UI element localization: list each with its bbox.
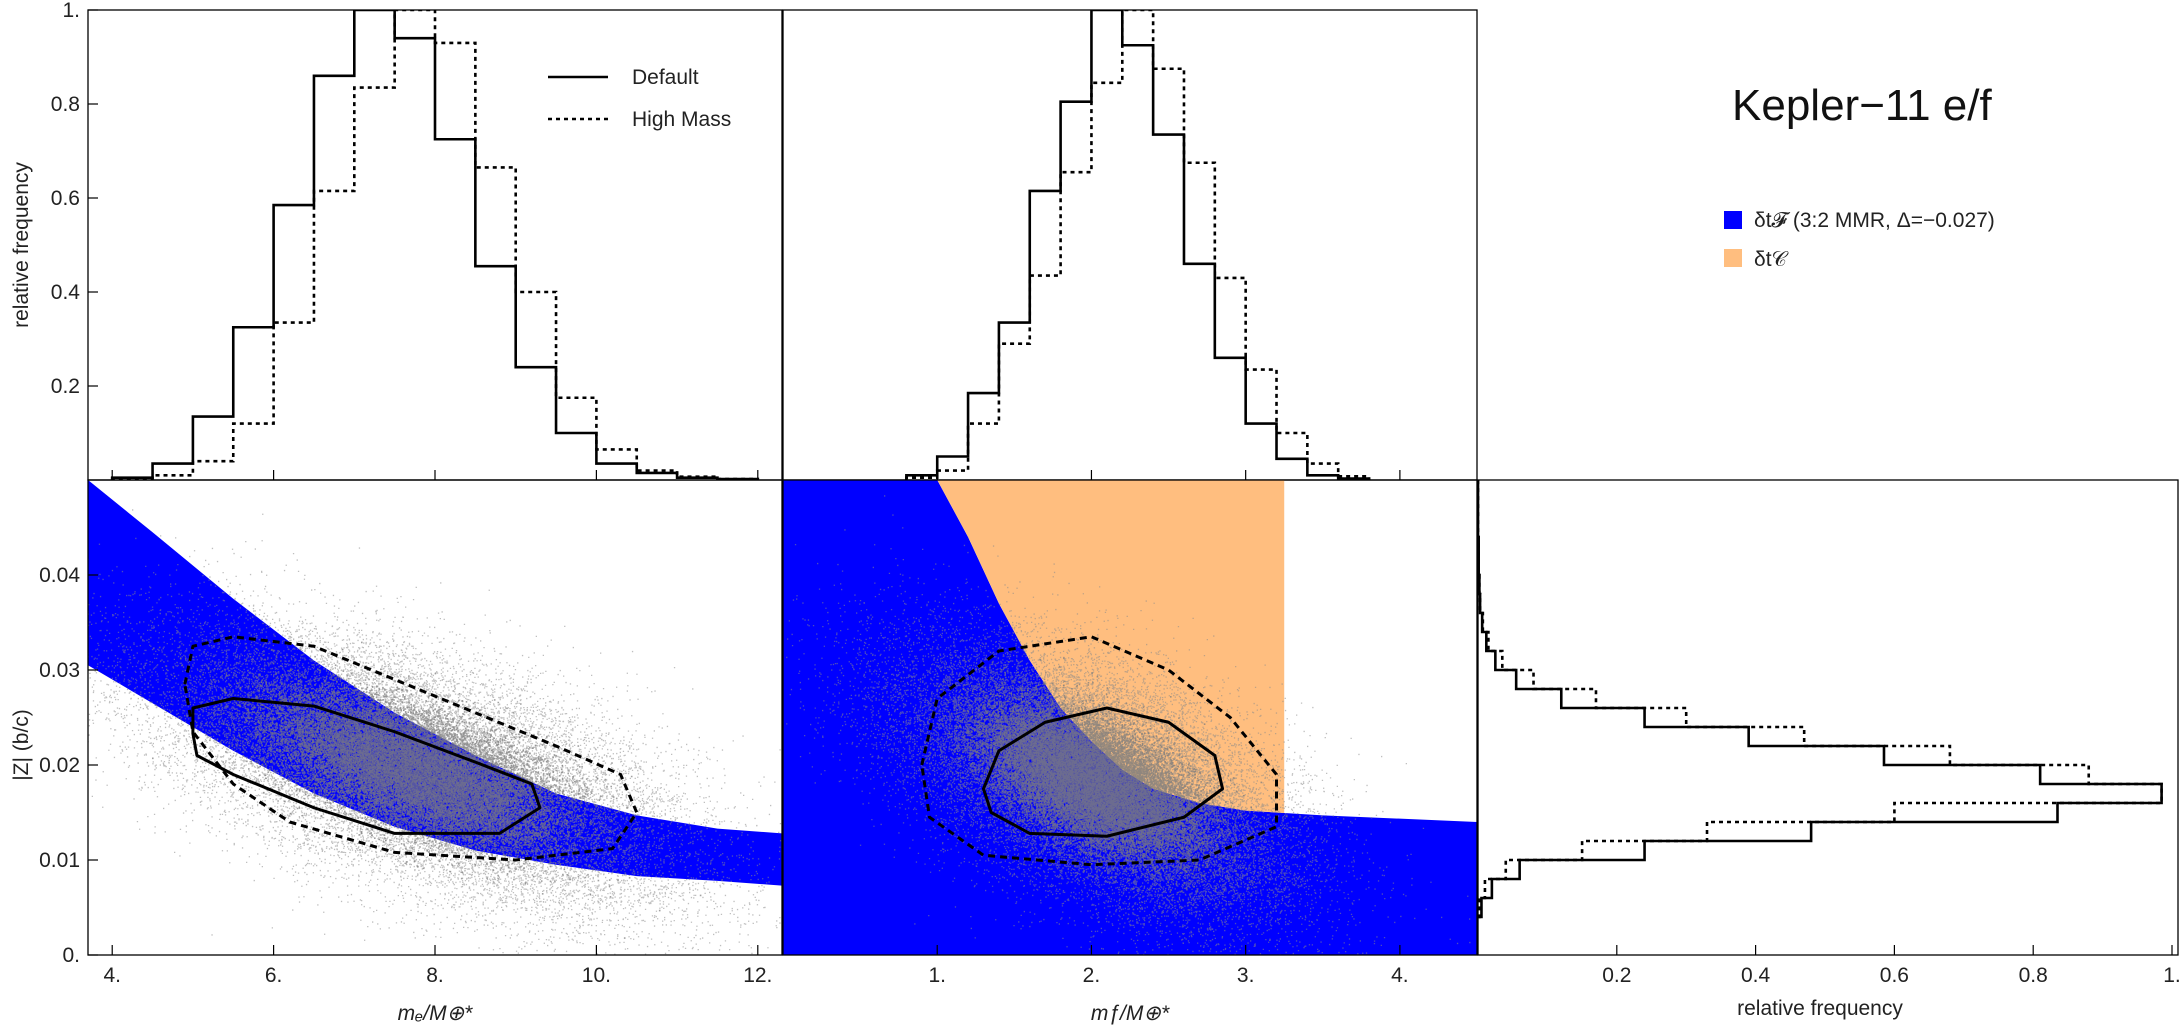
hist-z-xtick-label: 1. [2163, 964, 2180, 987]
scatter-me-xtick-label: 4. [103, 964, 121, 987]
scatter-mf-xtick-label: 2. [1083, 964, 1101, 987]
hist-z-xtick-label: 0.4 [1741, 964, 1771, 987]
hist-me-ytick-label: 0.4 [51, 281, 81, 304]
histogram-mf-frame [783, 10, 1477, 480]
plot-title: Kepler−11 e/f [1732, 81, 1992, 130]
legend-swatch-blue [1724, 211, 1742, 229]
title-legend-panel: Kepler−11 e/f δt𝓕 (3:2 MMR, Δ=−0.027) δt… [1724, 81, 1995, 271]
scatter-mf-xtick-label: 1. [928, 964, 946, 987]
scatter-me-xtick-label: 12. [743, 964, 772, 987]
scatter-me-xtick-label: 8. [426, 964, 444, 987]
histogram-z-xlabel: relative frequency [1737, 997, 1903, 1020]
histogram-z-panel: 0.2 0.4 0.6 0.8 1. relative frequency [1478, 480, 2180, 1020]
hist-z-xtick-label: 0.8 [2019, 964, 2048, 987]
scatter-me-ytick-label: 0.03 [39, 659, 80, 682]
hist-mf-series-high-mass [906, 10, 1369, 480]
hist-me-ytick-label: 0.8 [51, 93, 80, 116]
scatter-me-ytick-label: 0.01 [39, 849, 80, 872]
legend-label-blue: δt𝓕 (3:2 MMR, Δ=−0.027) [1754, 209, 1995, 232]
legend-swatch-orange [1724, 249, 1742, 267]
histogram-mf-panel [783, 10, 1477, 480]
scatter-mf-panel: 1. 2. 3. 4. mƒ/M⊕* [637, 470, 1478, 1032]
hist-me-ytick-label: 0.2 [51, 375, 80, 398]
scatter-me-xtick-label: 6. [265, 964, 283, 987]
hist-z-series-default [1478, 480, 2162, 917]
scatter-me-xlabel: mₑ/M⊕* [398, 1002, 474, 1025]
legend-label-orange: δt𝒞 [1754, 248, 1789, 271]
scatter-mf-xtick-label: 3. [1237, 964, 1255, 987]
scatter-me-ytick-label: 0. [62, 944, 80, 967]
hist-mf-series-default [906, 10, 1369, 480]
hist-z-xtick-label: 0.2 [1602, 964, 1631, 987]
scatter-me-ytick-label: 0.04 [39, 564, 80, 587]
scatter-mf-xlabel: mƒ/M⊕* [1091, 1002, 1170, 1025]
scatter-me-xtick-label: 10. [582, 964, 611, 987]
hist-z-xtick-label: 0.6 [1880, 964, 1909, 987]
hist-z-series-high-mass [1478, 480, 2162, 917]
scatter-mf-xtick-label: 4. [1391, 964, 1409, 987]
hist-legend: Default High Mass [548, 66, 731, 131]
hist-me-ytick-label: 0.6 [51, 187, 80, 210]
hist-legend-default-label: Default [632, 66, 699, 89]
hist-legend-highmass-label: High Mass [632, 108, 731, 131]
histogram-me-panel: 0.2 0.4 0.6 0.8 1. relative frequency Defaul… [10, 0, 782, 480]
histogram-me-ylabel: relative frequency [10, 162, 33, 328]
hist-me-ytick-label: 1. [62, 0, 80, 22]
scatter-me-ytick-label: 0.02 [39, 754, 80, 777]
histogram-z-frame [1478, 480, 2178, 955]
scatter-me-ylabel: |Z| (b/c) [10, 709, 33, 781]
